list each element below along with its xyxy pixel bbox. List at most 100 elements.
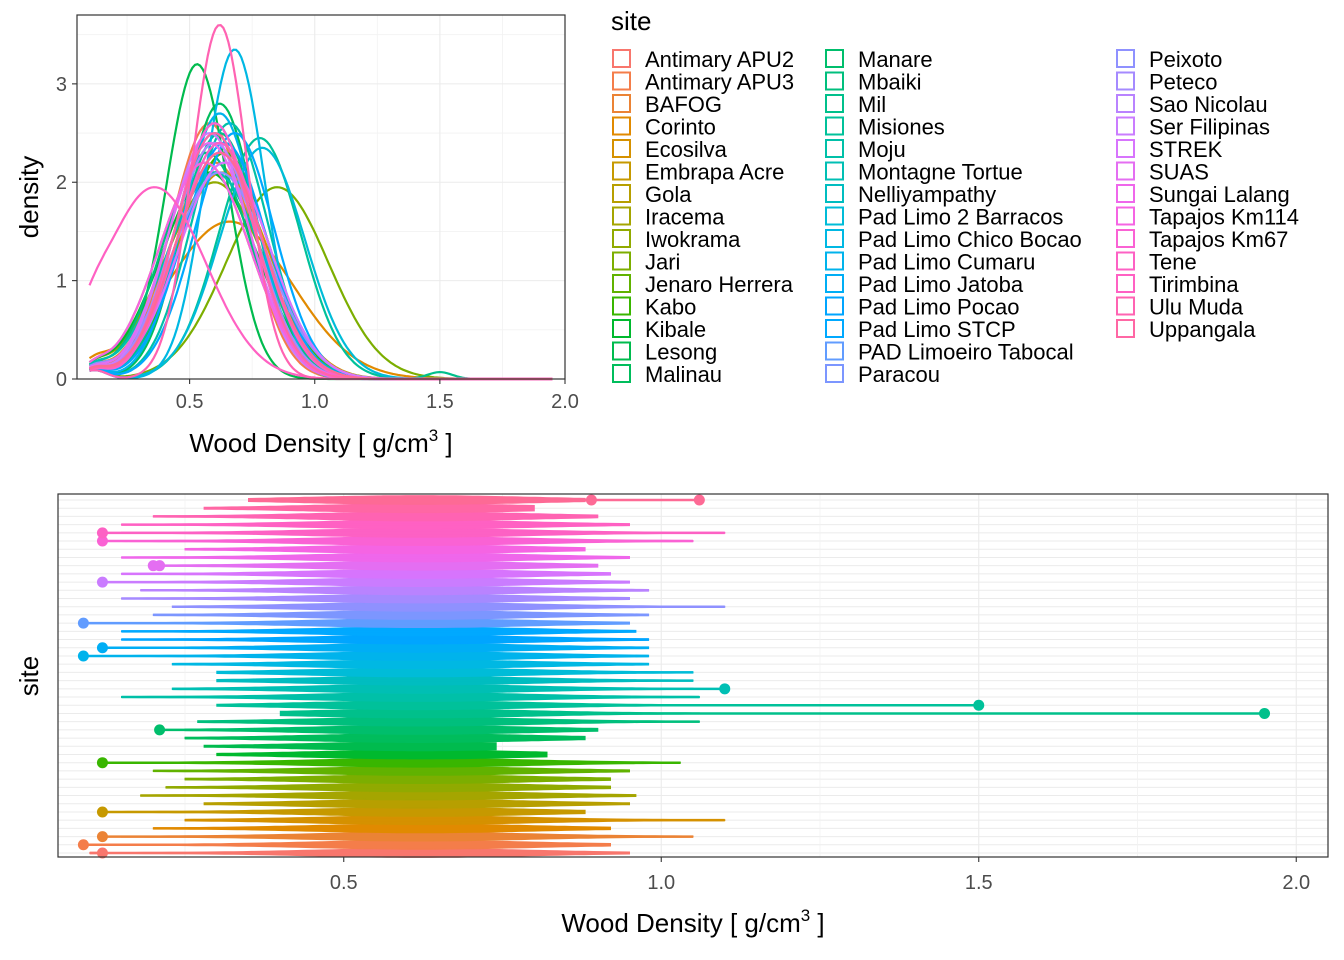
violin-y-axis-title: site [14,656,44,696]
legend-label: Kabo [645,295,696,320]
density-y-axis-title: density [14,156,44,238]
legend-label: Lesong [645,340,717,365]
x-tick-label: 2.0 [1282,872,1310,894]
legend-label: Tapajos Km67 [1149,227,1288,252]
legend-label: Montagne Tortue [858,160,1023,185]
legend-swatch [825,206,844,226]
legend-swatch [612,184,631,203]
legend-swatch [612,116,631,136]
legend-label: Antimary APU2 [645,47,794,72]
legend-label: Mil [858,92,886,117]
legend-label: BAFOG [645,92,722,117]
y-tick-label: 0 [56,369,67,391]
y-tick-label: 1 [56,271,67,293]
density-x-ticks: 0.5 1.0 1.5 2.0 [176,379,579,413]
violin-x-ticks: 0.5 1.0 1.5 2.0 [330,857,1310,894]
legend-swatch [612,206,631,226]
legend-swatch [612,161,631,181]
x-tick-label: 1.5 [426,391,454,413]
legend-swatch [612,71,631,91]
legend-label: Tapajos Km114 [1149,205,1299,230]
legend-swatch [825,139,844,158]
legend-swatch [825,161,844,181]
legend-swatch [612,319,631,338]
legend-label: Mbaiki [858,70,922,95]
outlier-point [96,535,108,547]
legend-swatch [825,251,844,271]
x-tick-label: 1.5 [965,872,993,894]
outlier-point [96,806,108,818]
legend-swatch [825,341,844,361]
legend-swatch [1116,251,1135,271]
legend-swatch [825,71,844,91]
legend-label: Corinto [645,115,716,140]
violin-rows [77,494,1270,859]
density-x-axis-title: Wood Density [ g/cm3 ] [189,426,452,458]
legend-swatch [612,296,631,316]
legend-label: Jenaro Herrera [645,272,794,297]
violin-plot-border [57,493,1329,858]
legend-swatch [825,274,844,293]
legend-label: STREK [1149,137,1223,162]
legend-label: Gola [645,182,692,207]
legend-swatch [1116,161,1135,181]
legend-swatch [1116,71,1135,91]
legend-label: Ecosilva [645,137,728,162]
legend-swatch [612,94,631,113]
legend-label: Sao Nicolau [1149,92,1268,117]
legend-swatch [1116,139,1135,158]
legend-swatch [1116,319,1135,338]
legend-swatch [825,184,844,203]
legend-swatch [1116,296,1135,316]
legend-swatch [825,229,844,248]
legend-label: Uppangala [1149,317,1256,342]
legend-title: site [611,6,651,36]
violin-x-axis-title: Wood Density [ g/cm3 ] [561,906,824,938]
outlier-point [96,757,108,769]
legend-swatch [1116,94,1135,113]
legend-label: Kibale [645,317,706,342]
density-plot-border [76,14,566,380]
site-violin-plot: 0.5 1.0 1.5 2.0 Wood Density [ g/cm3 ] site [14,493,1329,938]
legend-label: Nelliyampathy [858,182,996,207]
legend-label: Paracou [858,362,940,387]
y-tick-label: 2 [56,172,67,194]
outlier-point [96,831,108,843]
legend-label: Peteco [1149,70,1218,95]
legend-label: Iracema [645,205,725,230]
legend-swatch [1116,274,1135,293]
legend-swatch [612,139,631,158]
legend-swatch [825,364,844,383]
x-tick-label: 1.0 [647,872,675,894]
density-y-ticks: 0 1 2 3 [56,74,77,391]
legend-swatch [1116,184,1135,203]
legend-label: Sungai Lalang [1149,182,1290,207]
legend-label: Pad Limo STCP [858,317,1016,342]
legend-swatch [612,364,631,383]
outlier-point [77,617,89,629]
legend-label: Jari [645,250,680,275]
legend-label: Malinau [645,362,722,387]
legend-label: Manare [858,47,933,72]
legend-label: Pad Limo 2 Barracos [858,205,1063,230]
legend-label: Misiones [858,115,945,140]
legend-label: Iwokrama [645,227,741,252]
outlier-point [77,839,89,851]
legend-label: Pad Limo Chico Bocao [858,227,1082,252]
outlier-point [973,699,985,711]
legend-swatch [612,274,631,293]
outlier-point [96,847,108,859]
legend-label: Tirimbina [1149,272,1239,297]
legend-label: Embrapa Acre [645,160,784,185]
legend-swatch [612,251,631,271]
legend-label: Pad Limo Pocao [858,295,1019,320]
legend-label: Ulu Muda [1149,295,1244,320]
legend-swatch [612,49,631,68]
legend-swatch [825,116,844,136]
outlier-point [96,576,108,588]
legend-swatch [825,319,844,338]
x-tick-label: 2.0 [551,391,579,413]
outlier-point [96,642,108,654]
legend-swatch [825,296,844,316]
